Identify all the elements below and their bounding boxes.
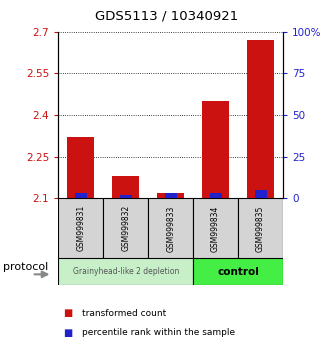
Bar xyxy=(193,198,238,258)
Bar xyxy=(157,193,184,198)
Bar xyxy=(67,137,94,198)
Bar xyxy=(120,195,132,198)
Bar xyxy=(202,101,229,198)
Text: GSM999831: GSM999831 xyxy=(76,205,85,251)
Bar xyxy=(75,193,87,198)
Bar xyxy=(148,198,193,258)
Bar xyxy=(58,198,103,258)
Text: transformed count: transformed count xyxy=(82,309,166,318)
Bar xyxy=(247,40,274,198)
Text: GDS5113 / 10340921: GDS5113 / 10340921 xyxy=(95,10,238,22)
Text: Grainyhead-like 2 depletion: Grainyhead-like 2 depletion xyxy=(73,267,179,276)
Text: GSM999833: GSM999833 xyxy=(166,205,175,252)
Bar xyxy=(112,176,139,198)
Bar xyxy=(238,198,283,258)
Text: protocol: protocol xyxy=(3,262,49,273)
Bar xyxy=(165,193,177,198)
Bar xyxy=(58,258,193,285)
Bar xyxy=(254,190,267,198)
Text: GSM999832: GSM999832 xyxy=(121,205,130,251)
Text: ■: ■ xyxy=(63,328,73,338)
Bar xyxy=(103,198,148,258)
Text: GSM999834: GSM999834 xyxy=(211,205,220,252)
Text: control: control xyxy=(217,267,259,277)
Text: ■: ■ xyxy=(63,308,73,318)
Bar xyxy=(209,193,222,198)
Text: percentile rank within the sample: percentile rank within the sample xyxy=(82,328,235,337)
Text: GSM999835: GSM999835 xyxy=(256,205,265,252)
Bar xyxy=(193,258,283,285)
